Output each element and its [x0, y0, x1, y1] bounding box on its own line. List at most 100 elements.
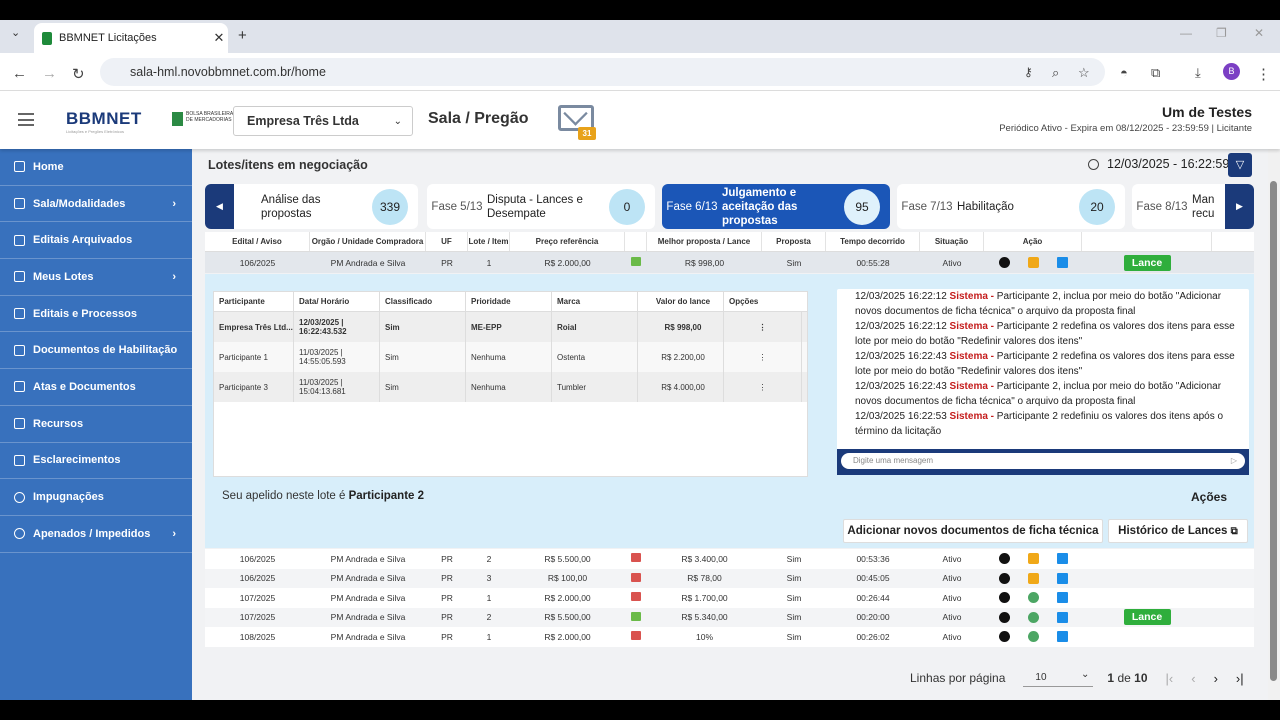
phase-card[interactable]: Fase 5/13 Disputa - Lances e Desempate 0: [427, 184, 655, 229]
layers-icon: [14, 271, 25, 283]
phase-card[interactable]: Análise das propostas 339: [234, 184, 418, 229]
table-row-selected[interactable]: 106/2025 PM Andrada e Silva PR 1 R$ 2.000,00…: [205, 252, 1254, 273]
info-icon[interactable]: [998, 553, 1010, 565]
sidebar-item-editais-processos[interactable]: Editais e Processos: [0, 296, 192, 333]
mail-icon[interactable]: [558, 105, 594, 131]
apelido-text: Seu apelido neste lote é Participante 2: [222, 490, 425, 502]
server-clock: 12/03/2025 - 16:22:59: [1088, 157, 1229, 171]
page-indicator: 1 de 10: [1107, 671, 1148, 685]
first-page-icon[interactable]: |‹: [1165, 670, 1174, 686]
list-icon: [14, 418, 25, 430]
document-icon[interactable]: [1056, 553, 1068, 565]
rows-per-page-select[interactable]: 10: [1023, 666, 1094, 687]
sidebar-item-esclarecimentos[interactable]: Esclarecimentos: [0, 443, 192, 480]
address-bar-row: ← → ↻ sala-hml.novobbmnet.com.br/home ⚷ …: [0, 53, 1280, 91]
sidebar-item-home[interactable]: Home: [0, 149, 192, 186]
chat-input[interactable]: Digite uma mensagem: [841, 453, 1245, 469]
close-tab-icon[interactable]: ✕: [213, 30, 225, 45]
new-tab-icon[interactable]: +: [238, 27, 247, 44]
url-field[interactable]: sala-hml.novobbmnet.com.br/home: [100, 58, 1105, 86]
back-icon[interactable]: ←: [12, 65, 27, 82]
last-page-icon[interactable]: ›|: [1235, 670, 1244, 686]
sidebar-item-recursos[interactable]: Recursos: [0, 406, 192, 443]
document-icon[interactable]: [1056, 611, 1068, 623]
phase-next-button[interactable]: ▶: [1225, 184, 1254, 229]
user-period: Periódico Ativo - Expira em 08/12/2025 -…: [999, 123, 1252, 134]
options-icon[interactable]: ⋮: [724, 342, 802, 372]
sidebar-item-sala[interactable]: Sala/Modalidades ›: [0, 186, 192, 223]
prev-page-icon[interactable]: ‹: [1191, 670, 1196, 686]
next-page-icon[interactable]: ›: [1213, 670, 1218, 686]
bid-history-button[interactable]: Histórico de Lances ⧉: [1108, 519, 1248, 543]
maximize-icon[interactable]: ❐: [1216, 26, 1227, 40]
phase-card[interactable]: Fase 7/13 Habilitação 20: [897, 184, 1125, 229]
phase-card-active[interactable]: Fase 6/13 Julgamento e aceitação das prop…: [662, 184, 890, 229]
page-scrollbar[interactable]: [1268, 91, 1280, 700]
download-icon[interactable]: ⤓: [1195, 65, 1201, 80]
document-icon[interactable]: [1056, 257, 1068, 269]
lance-button[interactable]: Lance: [1123, 254, 1171, 271]
sun-icon: [14, 454, 25, 466]
info-icon[interactable]: [998, 611, 1010, 623]
tab-title: BBMNET Licitações: [59, 32, 157, 44]
box-icon[interactable]: [1027, 553, 1039, 565]
table-row[interactable]: 108/2025 PM Andrada e Silva PR 1 R$ 2.000,00…: [205, 627, 1254, 647]
document-icon[interactable]: [1056, 592, 1068, 604]
add-docs-button[interactable]: Adicionar novos documentos de ficha técn…: [843, 519, 1103, 543]
info-icon[interactable]: [998, 572, 1010, 584]
empresa-select[interactable]: Empresa Três Ltda ⌄: [233, 106, 413, 136]
box-icon[interactable]: [1027, 572, 1039, 584]
zoom-icon[interactable]: ⌕: [1052, 65, 1060, 80]
url-text: sala-hml.novobbmnet.com.br/home: [130, 65, 326, 79]
tab-menu-icon[interactable]: ⌄: [11, 27, 21, 39]
thumbs-up-icon: [631, 611, 641, 621]
reload-icon[interactable]: ↻: [72, 66, 85, 83]
options-icon[interactable]: ⋮: [724, 372, 802, 402]
chevron-right-icon: ›: [172, 197, 176, 210]
chat-message: 12/03/2025 16:22:53 Sistema - Participan…: [855, 411, 1224, 437]
info-icon[interactable]: [998, 257, 1010, 269]
box-icon[interactable]: [1027, 257, 1039, 269]
thumbs-up-icon: [631, 257, 641, 266]
forward-icon[interactable]: →: [42, 65, 57, 82]
sidebar-item-apenados[interactable]: Apenados / Impedidos ›: [0, 516, 192, 553]
window-close-icon[interactable]: ✕: [1254, 26, 1265, 40]
clock-icon[interactable]: [1027, 611, 1039, 623]
options-icon[interactable]: ⋮: [724, 312, 802, 342]
filter-button[interactable]: ▽: [1228, 153, 1252, 177]
key-icon[interactable]: ⚷: [1024, 65, 1033, 79]
extensions-icon[interactable]: ⧉: [1151, 65, 1161, 80]
chat-message: 12/03/2025 16:22:43 Sistema - Participan…: [855, 351, 1235, 377]
table-row[interactable]: 107/2025 PM Andrada e Silva PR 1 R$ 2.000,00…: [205, 588, 1254, 608]
document-icon[interactable]: [1056, 631, 1068, 643]
phase-card[interactable]: Fase 8/13 Man recu: [1132, 184, 1232, 229]
table-row[interactable]: 106/2025 PM Andrada e Silva PR 3 R$ 100,00 R…: [205, 568, 1254, 588]
kebab-menu-icon[interactable]: ⋮: [1256, 66, 1271, 83]
sidebar-item-impugnacoes[interactable]: Impugnações: [0, 479, 192, 516]
incognito-icon[interactable]: ◓: [1120, 65, 1128, 80]
star-icon[interactable]: ☆: [1078, 65, 1090, 80]
browser-tab[interactable]: BBMNET Licitações ✕: [34, 23, 228, 53]
table-row[interactable]: 106/2025 PM Andrada e Silva PR 2 R$ 5.500,00…: [205, 549, 1254, 569]
lance-button[interactable]: Lance: [1123, 609, 1171, 626]
sidebar-item-meus-lotes[interactable]: Meus Lotes ›: [0, 259, 192, 296]
rooms-icon: [14, 198, 25, 210]
clock-icon[interactable]: [1027, 592, 1039, 604]
table-row[interactable]: 107/2025 PM Andrada e Silva PR 2 R$ 5.500,00…: [205, 607, 1254, 627]
info-icon[interactable]: [998, 592, 1010, 604]
info-icon[interactable]: [998, 631, 1010, 643]
avatar[interactable]: B: [1223, 63, 1240, 80]
external-link-icon: ⧉: [1230, 525, 1238, 537]
minimize-icon[interactable]: —: [1180, 26, 1192, 40]
sidebar-item-documentos[interactable]: Documentos de Habilitação: [0, 332, 192, 370]
clock-icon[interactable]: [1027, 631, 1039, 643]
participant-row: Participante 3 11/03/2025 | 15:04:13.681 S…: [214, 372, 807, 402]
hamburger-menu-icon[interactable]: [18, 113, 34, 130]
document-icon[interactable]: [1056, 572, 1068, 584]
sidebar-item-atas[interactable]: Atas e Documentos: [0, 369, 192, 406]
chevron-right-icon: ›: [172, 270, 176, 283]
table-header: Edital / Aviso Orgão / Unidade Compradora…: [205, 232, 1254, 252]
archive-icon: [14, 234, 25, 246]
phase-prev-button[interactable]: ◀: [205, 184, 234, 229]
sidebar-item-editais-arquivados[interactable]: Editais Arquivados: [0, 222, 192, 260]
